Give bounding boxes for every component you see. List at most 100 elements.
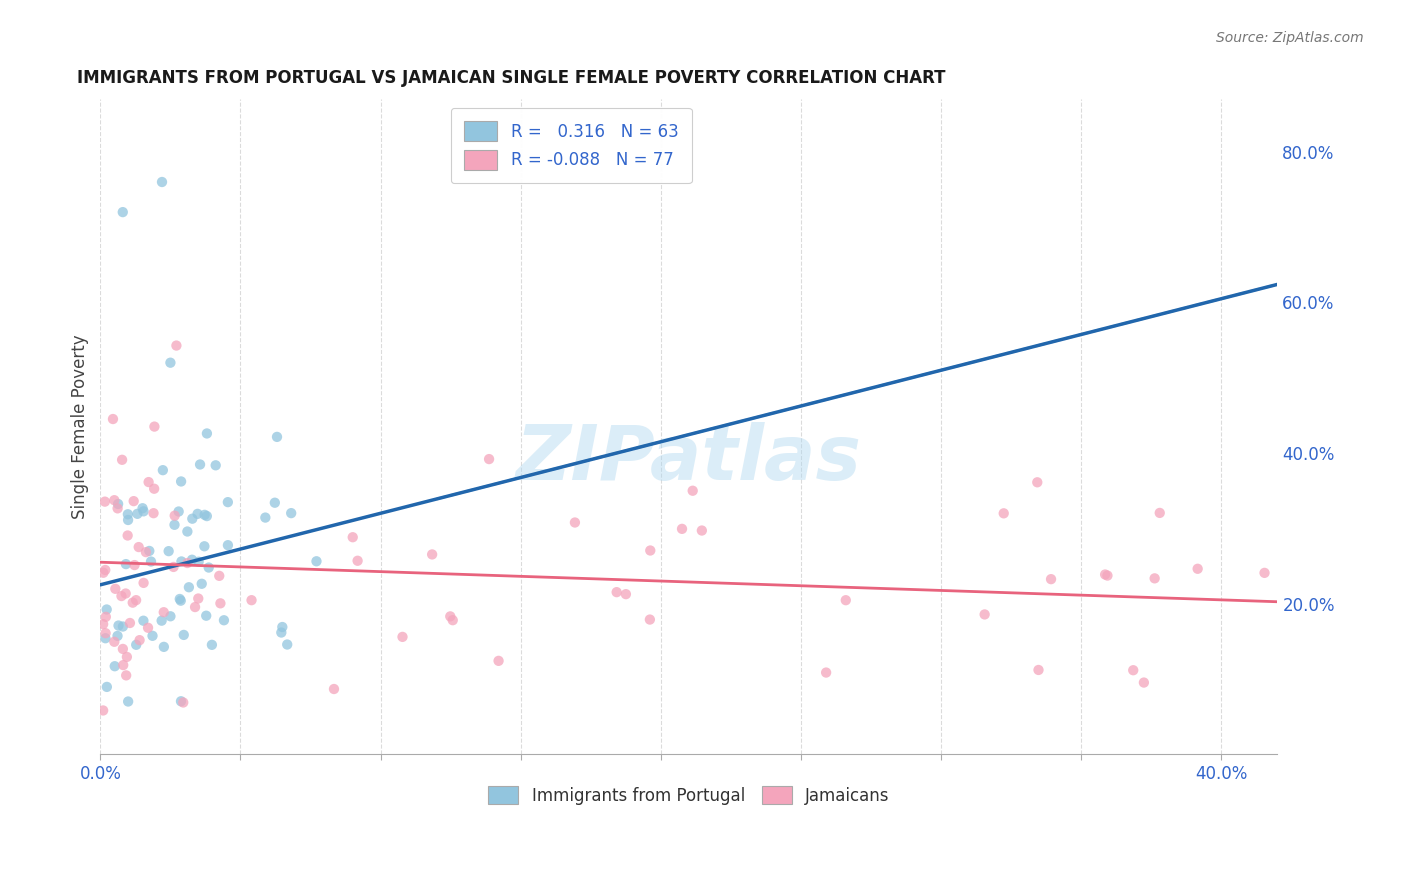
Point <box>973 607 995 622</box>
Point <box>1253 566 1275 580</box>
Point <box>181 553 204 567</box>
Point <box>111 205 134 219</box>
Point <box>276 638 298 652</box>
Point <box>195 608 218 623</box>
Point <box>143 482 166 496</box>
Point <box>201 638 224 652</box>
Point <box>1028 663 1050 677</box>
Point <box>124 558 146 572</box>
Point <box>682 483 704 498</box>
Point <box>305 554 328 568</box>
Point <box>270 625 292 640</box>
Point <box>96 602 118 616</box>
Point <box>127 507 149 521</box>
Point <box>208 569 231 583</box>
Point <box>94 563 117 577</box>
Point <box>263 496 285 510</box>
Point <box>209 596 232 610</box>
Point <box>187 555 209 569</box>
Point <box>132 614 155 628</box>
Point <box>157 544 180 558</box>
Point <box>115 649 138 664</box>
Point <box>159 356 181 370</box>
Point <box>177 580 200 594</box>
Point <box>217 538 239 552</box>
Point <box>835 593 858 607</box>
Point <box>91 703 114 717</box>
Point <box>135 545 157 559</box>
Point <box>117 513 139 527</box>
Point <box>93 566 115 580</box>
Point <box>94 610 117 624</box>
Point <box>101 412 124 426</box>
Point <box>115 668 138 682</box>
Point <box>104 659 127 673</box>
Point <box>193 539 215 553</box>
Point <box>132 575 155 590</box>
Point <box>176 556 198 570</box>
Point <box>1094 567 1116 582</box>
Point <box>143 419 166 434</box>
Point <box>176 524 198 539</box>
Point <box>107 629 129 643</box>
Point <box>138 544 160 558</box>
Point <box>187 591 209 606</box>
Point <box>141 629 163 643</box>
Point <box>266 430 288 444</box>
Point <box>107 497 129 511</box>
Point <box>346 554 368 568</box>
Point <box>564 516 586 530</box>
Point <box>94 632 117 646</box>
Point <box>1040 572 1063 586</box>
Point <box>131 501 153 516</box>
Point <box>121 596 143 610</box>
Point <box>117 508 139 522</box>
Point <box>112 658 135 673</box>
Point <box>111 641 134 656</box>
Point <box>441 613 464 627</box>
Point <box>152 605 174 619</box>
Point <box>173 628 195 642</box>
Point <box>118 615 141 630</box>
Point <box>122 494 145 508</box>
Point <box>150 175 173 189</box>
Point <box>640 543 662 558</box>
Point <box>195 426 218 441</box>
Point <box>152 463 174 477</box>
Point <box>117 694 139 708</box>
Point <box>107 501 129 516</box>
Point <box>128 633 150 648</box>
Point <box>111 452 134 467</box>
Point <box>162 560 184 574</box>
Point <box>606 585 628 599</box>
Point <box>993 506 1015 520</box>
Point <box>110 589 132 603</box>
Point <box>94 494 117 508</box>
Legend: Immigrants from Portugal, Jamaicans: Immigrants from Portugal, Jamaicans <box>482 780 896 812</box>
Text: IMMIGRANTS FROM PORTUGAL VS JAMAICAN SINGLE FEMALE POVERTY CORRELATION CHART: IMMIGRANTS FROM PORTUGAL VS JAMAICAN SIN… <box>77 69 945 87</box>
Point <box>190 576 212 591</box>
Point <box>217 495 239 509</box>
Point <box>671 522 693 536</box>
Point <box>342 530 364 544</box>
Point <box>638 613 661 627</box>
Text: ZIPatlas: ZIPatlas <box>516 423 862 497</box>
Point <box>125 638 148 652</box>
Point <box>271 620 294 634</box>
Point <box>1026 475 1049 490</box>
Point <box>167 504 190 518</box>
Point <box>1149 506 1171 520</box>
Point <box>1143 571 1166 585</box>
Point <box>117 528 139 542</box>
Point <box>114 586 136 600</box>
Point <box>197 560 219 574</box>
Point <box>169 592 191 607</box>
Point <box>323 681 346 696</box>
Point <box>163 517 186 532</box>
Point <box>136 621 159 635</box>
Point <box>488 654 510 668</box>
Point <box>150 614 173 628</box>
Point <box>103 493 125 508</box>
Point <box>172 696 194 710</box>
Point <box>181 511 204 525</box>
